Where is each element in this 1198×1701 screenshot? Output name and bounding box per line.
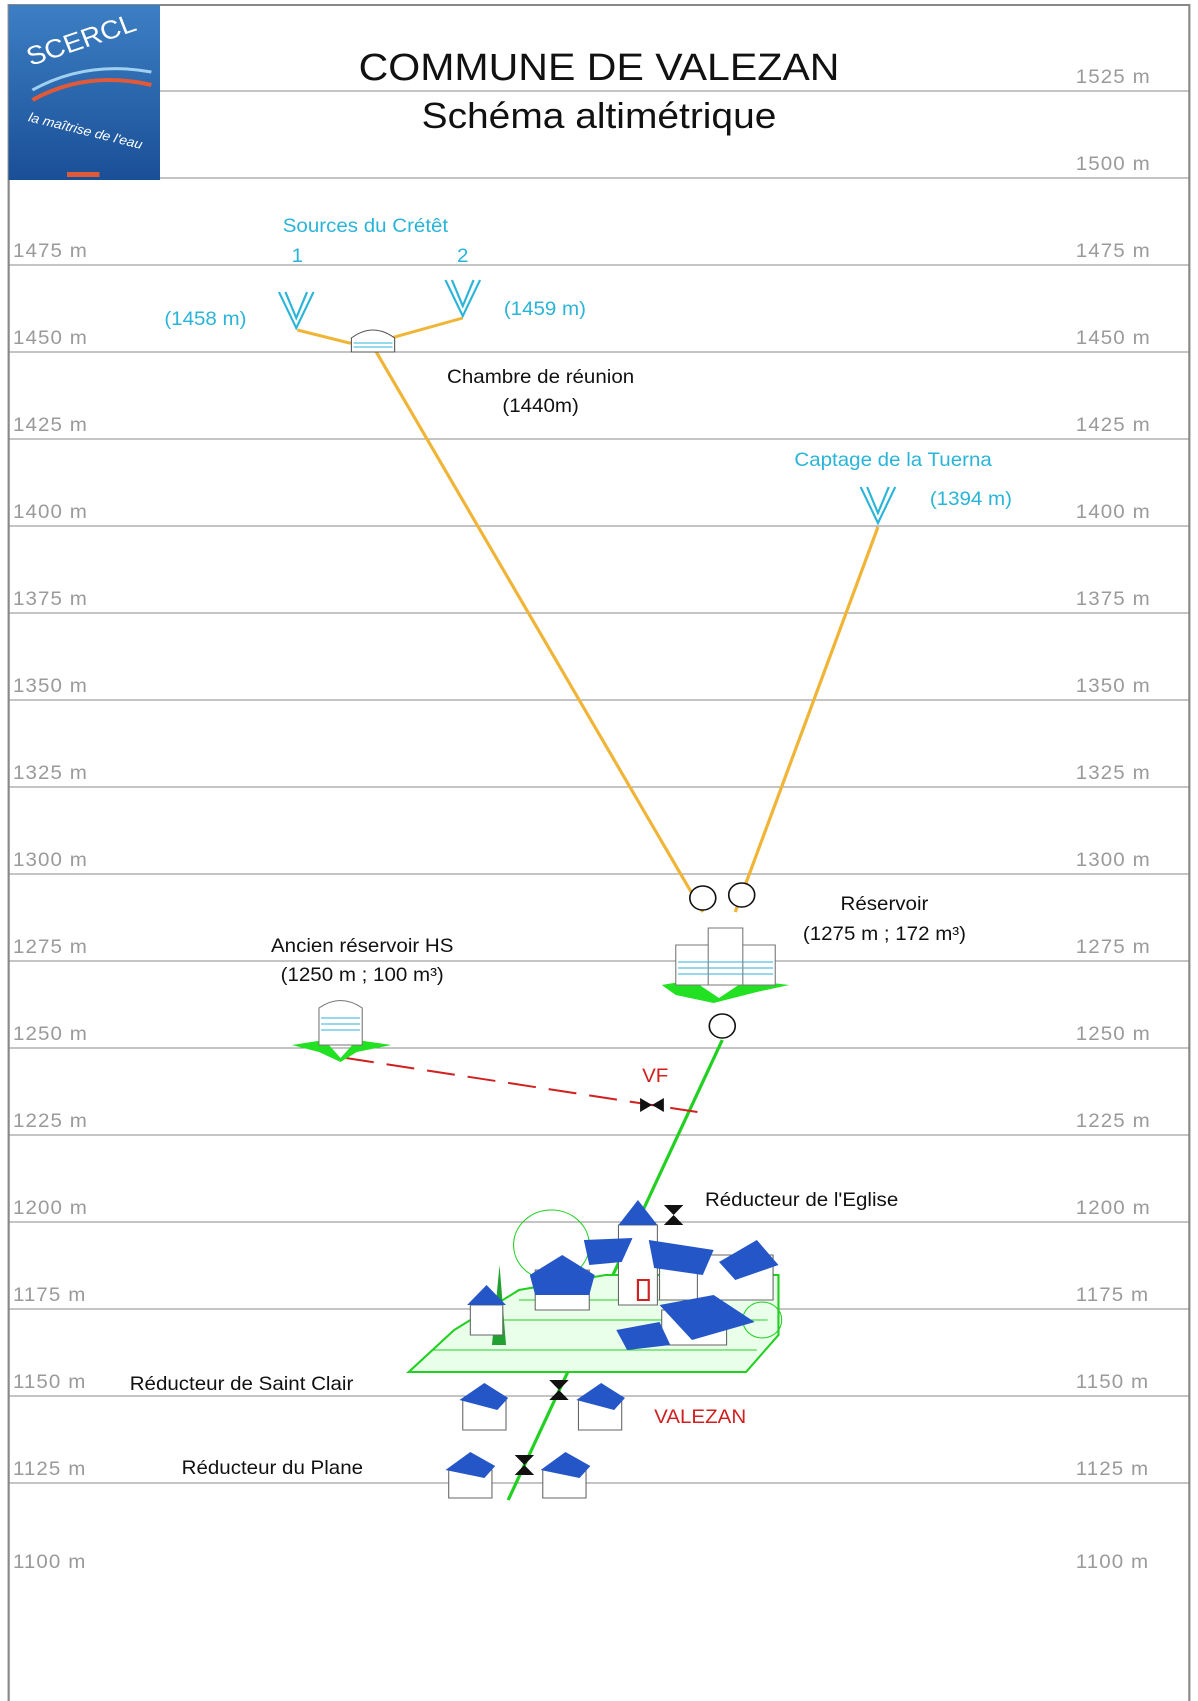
level-label: 1450 m bbox=[1076, 328, 1151, 349]
reservoir-label: Réservoir bbox=[841, 894, 929, 915]
level-label: 1150 m bbox=[13, 1372, 86, 1393]
level-label: 1500 m bbox=[1076, 154, 1151, 175]
village bbox=[406, 1200, 783, 1499]
old-reservoir-detail: (1250 m ; 100 m³) bbox=[281, 965, 444, 986]
subtitle: Schéma altimétrique bbox=[422, 95, 777, 135]
source-altitude: (1459 m) bbox=[504, 299, 586, 320]
level-label: 1350 m bbox=[1076, 676, 1151, 697]
intake-symbols bbox=[277, 279, 897, 526]
level-label: 1325 m bbox=[1076, 763, 1151, 784]
reservoir bbox=[661, 882, 790, 1039]
level-label: 1425 m bbox=[13, 415, 88, 436]
source-number: 1 bbox=[292, 246, 303, 267]
level-label: 1125 m bbox=[13, 1459, 86, 1480]
level-label: 1400 m bbox=[13, 502, 88, 523]
source-number: 2 bbox=[457, 246, 468, 267]
level-label: 1300 m bbox=[13, 850, 88, 871]
level-label: 1475 m bbox=[13, 241, 88, 262]
level-label: 1375 m bbox=[13, 589, 88, 610]
source-altitude: (1458 m) bbox=[164, 309, 246, 330]
chamber-altitude: (1440m) bbox=[502, 396, 578, 417]
level-label: 1275 m bbox=[1076, 937, 1151, 958]
reducer-label: Réducteur du Plane bbox=[182, 1458, 363, 1479]
chamber-label: Chambre de réunion bbox=[447, 367, 634, 388]
level-label: 1425 m bbox=[1076, 415, 1151, 436]
level-label: 1175 m bbox=[13, 1285, 86, 1306]
level-label: 1200 m bbox=[1076, 1198, 1151, 1219]
intake-label: Captage de la Tuerna bbox=[794, 450, 991, 471]
reservoir-detail: (1275 m ; 172 m³) bbox=[803, 924, 966, 945]
sources-label: Sources du Crétêt bbox=[283, 216, 449, 237]
old-reservoir bbox=[291, 1000, 392, 1062]
frame bbox=[7, 4, 1191, 1701]
level-label: 1250 m bbox=[13, 1024, 88, 1045]
old-reservoir-label: Ancien réservoir HS bbox=[271, 936, 453, 957]
level-label: 1375 m bbox=[1076, 589, 1151, 610]
level-label: 1175 m bbox=[1076, 1285, 1149, 1306]
level-label: 1225 m bbox=[13, 1111, 88, 1132]
level-label: 1100 m bbox=[13, 1552, 86, 1573]
intake-altitude: (1394 m) bbox=[930, 489, 1012, 510]
reducer-label: Réducteur de Saint Clair bbox=[130, 1374, 354, 1395]
level-label: 1200 m bbox=[13, 1198, 88, 1219]
level-label: 1400 m bbox=[1076, 502, 1151, 523]
level-label: 1325 m bbox=[13, 763, 88, 784]
village-label: VALEZAN bbox=[654, 1407, 746, 1428]
level-label: 1225 m bbox=[1076, 1111, 1151, 1132]
level-label: 1125 m bbox=[1076, 1459, 1149, 1480]
chamber bbox=[350, 329, 396, 353]
level-label: 1450 m bbox=[13, 328, 88, 349]
level-label: 1300 m bbox=[1076, 850, 1151, 871]
level-label: 1100 m bbox=[1076, 1552, 1149, 1573]
level-label: 1475 m bbox=[1076, 241, 1151, 262]
logo: SCERCL la maîtrise de l'eau bbox=[8, 5, 161, 180]
level-label: 1275 m bbox=[13, 937, 88, 958]
level-label: 1525 m bbox=[1076, 67, 1151, 88]
valve-label: VF bbox=[642, 1066, 668, 1087]
level-label: 1350 m bbox=[13, 676, 88, 697]
level-label: 1250 m bbox=[1076, 1024, 1151, 1045]
reducer-label: Réducteur de l'Eglise bbox=[705, 1190, 898, 1211]
title: COMMUNE DE VALEZAN bbox=[359, 46, 840, 88]
level-label: 1150 m bbox=[1076, 1372, 1149, 1393]
